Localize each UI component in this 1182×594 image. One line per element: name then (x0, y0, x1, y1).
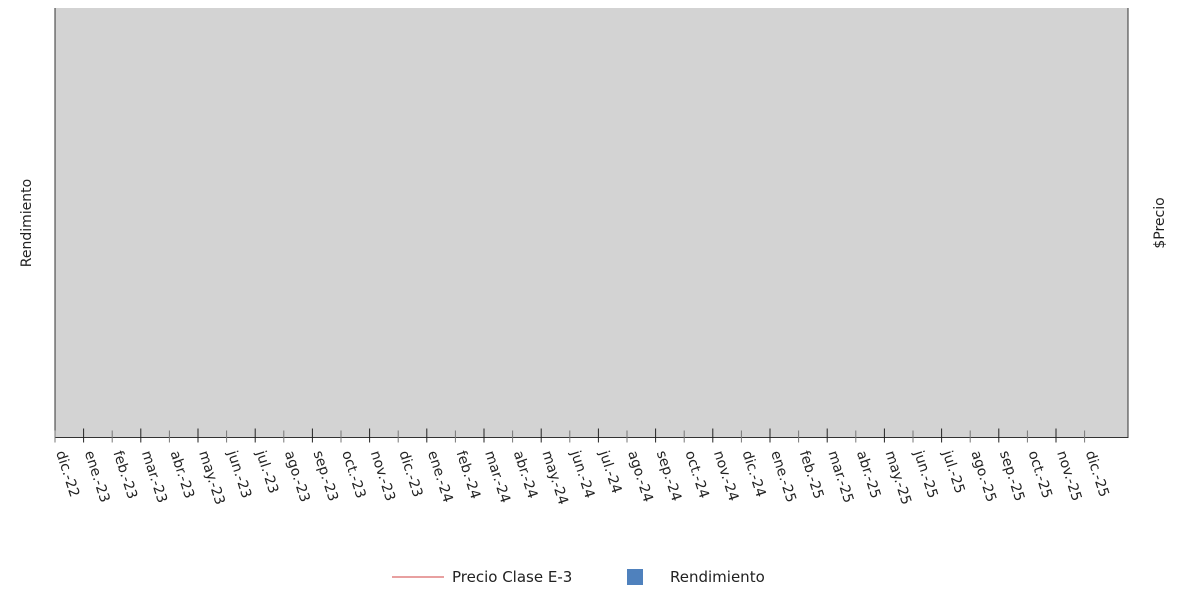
legend: Precio Clase E-3 Rendimiento (392, 568, 765, 586)
x-tick-label: ene.-23 (81, 449, 113, 505)
x-tick-label: ago.-24 (624, 449, 656, 505)
x-tick-label: dic.-23 (395, 449, 425, 499)
x-tick-label: may.-23 (195, 449, 227, 507)
x-tick-label: sep.-24 (653, 449, 684, 504)
x-tick-label: sep.-23 (310, 449, 341, 504)
x-tick-label: jul.-23 (252, 448, 281, 496)
x-tick-label: ago.-23 (281, 449, 313, 504)
x-tick-label: ene.-24 (424, 449, 456, 505)
x-tick-label: feb.-24 (453, 449, 484, 501)
x-tick-label: mar.-25 (824, 449, 856, 505)
x-tick-label: may.-24 (538, 449, 570, 507)
x-tick-label: nov.-23 (367, 449, 398, 503)
x-tick-label: jul.-24 (595, 448, 624, 496)
x-tick-label: nov.-24 (710, 449, 741, 503)
x-axis-tick-labels: dic.-22ene.-23feb.-23mar.-23abr.-23may.-… (52, 448, 1112, 507)
x-tick-label: jun.-24 (567, 448, 598, 501)
x-tick-label: oct.-23 (338, 449, 368, 501)
x-tick-label: nov.-25 (1053, 449, 1084, 503)
x-tick-label: mar.-23 (138, 449, 170, 505)
y-axis-left-title: Rendimiento (19, 179, 35, 267)
x-tick-label: dic.-25 (1082, 449, 1112, 499)
x-tick-label: abr.-23 (167, 449, 197, 501)
x-tick-label: dic.-22 (52, 449, 82, 499)
x-tick-label: dic.-24 (739, 449, 769, 499)
plot-area (55, 8, 1128, 437)
x-axis-ticks (54, 428, 1086, 443)
x-tick-label: jul.-25 (938, 448, 967, 496)
x-tick-label: feb.-23 (109, 449, 140, 501)
x-tick-label: feb.-25 (796, 449, 827, 501)
y-axis-right-title: $Precio (1152, 197, 1168, 248)
x-tick-label: sep.-25 (996, 449, 1027, 504)
x-tick-label: oct.-24 (681, 449, 711, 501)
x-tick-label: ago.-25 (967, 449, 999, 504)
legend-label-precio: Precio Clase E-3 (452, 568, 572, 586)
legend-bar-swatch (627, 569, 643, 585)
x-tick-label: oct.-25 (1025, 449, 1055, 501)
x-tick-label: jun.-23 (223, 448, 254, 500)
x-tick-label: mar.-24 (481, 449, 513, 505)
x-tick-label: abr.-25 (853, 449, 883, 501)
x-tick-label: jun.-25 (910, 448, 941, 500)
x-tick-label: ene.-25 (767, 449, 799, 505)
legend-label-rendimiento: Rendimiento (670, 568, 765, 586)
x-tick-label: abr.-24 (510, 449, 540, 501)
x-tick-label: may.-25 (882, 449, 914, 507)
